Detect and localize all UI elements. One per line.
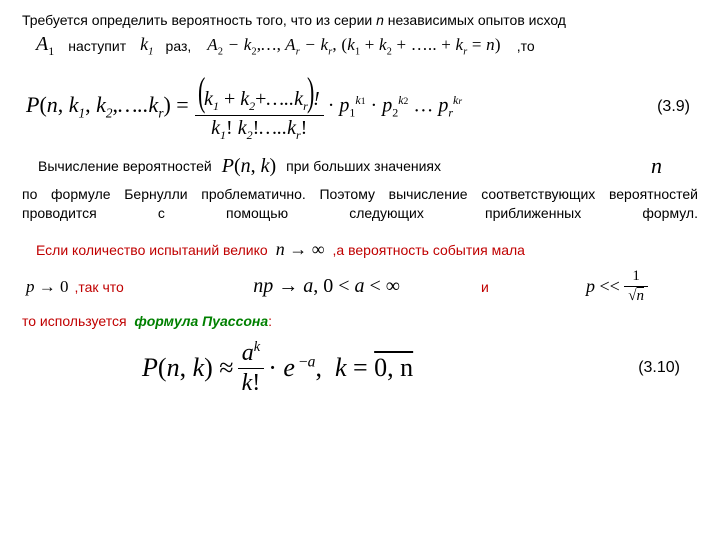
t-raz: раз, [166,38,192,54]
eq310-frac: ak k! [238,339,265,397]
equation-3-9: P(n, k1, k2,…..kr) = (k1 + k2+…..kr)! k1… [26,70,698,143]
cond-pll: p << 1 √n [586,268,648,305]
red-i: и [481,279,489,295]
eq39-rhs: · p1k1 · p2k2 … prkr [328,93,462,121]
sym-k1: k1 [140,34,153,58]
sym-n: n [651,153,662,179]
red-row-2: p → 0 ,так что np → a, 0 < a < ∞ и p << … [22,267,698,307]
p2-justified: по формуле Бернулли проблематично. Поэто… [22,185,698,223]
green-poisson: формула Пуассона [130,313,268,329]
eq310-num: (3.10) [638,359,680,377]
t-vychislenie: Вычисление вероятностей [38,158,212,174]
t-pri-bolshih: при больших значениях [286,158,441,174]
red-to-isp: то используется [22,313,127,329]
cond-ninf: n → ∞ [276,239,325,260]
compute-row: Вычисление вероятностей P(n, k) при боль… [38,153,698,179]
cond-p0: p → 0 [26,277,69,297]
seq-A2kr: A2 − k2,…, Ar − kr, (k1 + k2 + ….. + kr … [207,35,500,57]
intro-paragraph: Требуется определить вероятность того, ч… [22,12,698,28]
eq39-lhs: P(n, k1, k2,…..kr) = [26,92,189,121]
sym-A1: A1 [36,33,54,59]
t-nastupit: наступит [68,38,126,54]
eq39-frac: (k1 + k2+…..kr)! k1! k2!…..kr! [195,70,324,143]
conditions-row: A1 наступит k1 раз, A2 − k2,…, Ar − kr, … [36,32,698,60]
equation-3-10: P(n, k) ≈ ak k! · e −a, k = 0, n (3.10) [142,339,698,397]
eq310-lhs: P(n, k) ≈ [142,353,234,383]
red-takchto: ,так что [75,279,124,295]
t-to: ,то [517,38,535,54]
red-row-3: то используется формула Пуассона: [22,313,698,329]
eq310-rhs: · e −a, k = 0, n [268,353,413,383]
p1b: независимых опытов исход [388,12,566,28]
red-row-1: Если количество испытаний велико n → ∞ ,… [36,237,698,263]
sym-pnk: P(n, k) [222,155,276,178]
p1-n: n [376,12,384,28]
red-text-1: Если количество испытаний велико [36,242,268,258]
red-colon: : [268,313,272,329]
eq39-num: (3.9) [657,98,690,116]
red-text-2: ,а вероятность события мала [333,242,525,258]
cond-npa: np → a, 0 < a < ∞ [253,275,400,298]
p1a: Требуется определить вероятность того, ч… [22,12,372,28]
